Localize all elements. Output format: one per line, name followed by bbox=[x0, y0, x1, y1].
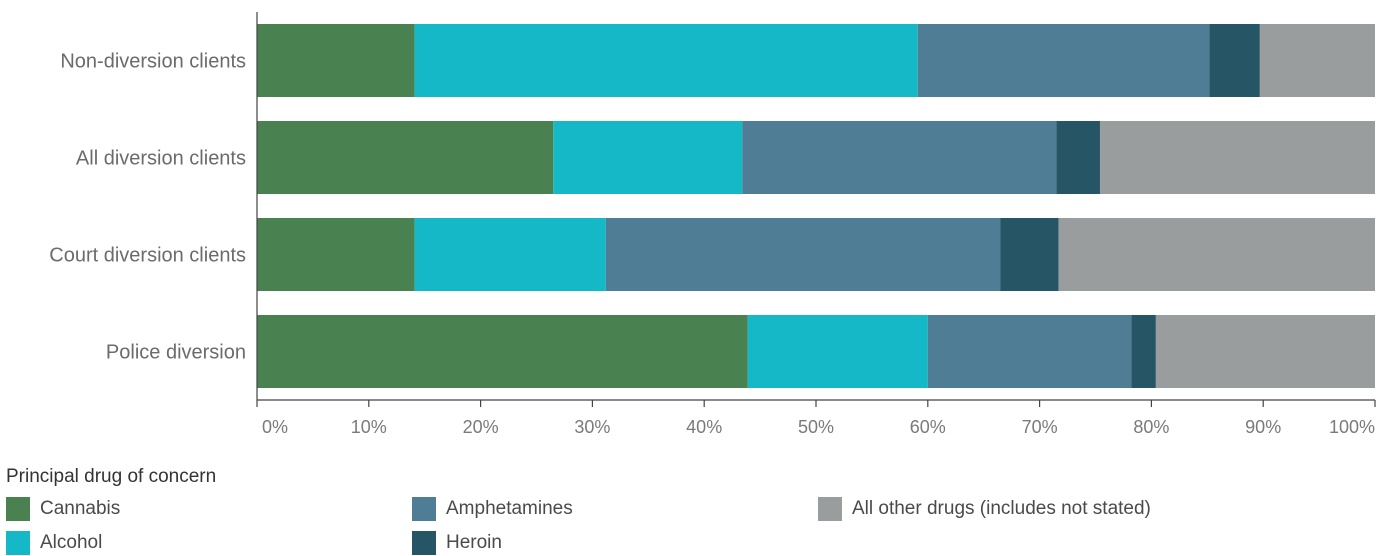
bar-amphetamines-all-diversion-clients bbox=[742, 121, 1057, 194]
bar-amphetamines-police-diversion bbox=[927, 315, 1132, 388]
x-tick-label-20: 20% bbox=[463, 417, 499, 437]
category-label-all-diversion-clients: All diversion clients bbox=[76, 148, 246, 170]
bar-cannabis-court-diversion-clients bbox=[257, 218, 415, 291]
category-label-non-diversion-clients: Non-diversion clients bbox=[60, 51, 246, 73]
bar-alcohol-court-diversion-clients bbox=[414, 218, 606, 291]
x-tick-label-0: 0% bbox=[262, 417, 288, 437]
bar-all-other-drugs-includes-not-stated-police-diversion bbox=[1155, 315, 1375, 388]
x-tick-label-50: 50% bbox=[798, 417, 834, 437]
bar-alcohol-police-diversion bbox=[747, 315, 928, 388]
legend-label-amphetamines: Amphetamines bbox=[446, 498, 573, 519]
category-label-court-diversion-clients: Court diversion clients bbox=[49, 245, 246, 267]
x-tick-label-80: 80% bbox=[1133, 417, 1169, 437]
bar-heroin-court-diversion-clients bbox=[1000, 218, 1059, 291]
bar-heroin-all-diversion-clients bbox=[1056, 121, 1100, 194]
legend-swatch-amphetamines bbox=[412, 497, 436, 521]
legend-item-amphetamines: Amphetamines bbox=[412, 496, 573, 522]
x-tick-label-10: 10% bbox=[351, 417, 387, 437]
legend-item-heroin: Heroin bbox=[412, 530, 502, 556]
bar-alcohol-non-diversion-clients bbox=[414, 24, 918, 97]
x-tick-label-100: 100% bbox=[1329, 417, 1375, 437]
legend-label-alcohol: Alcohol bbox=[40, 532, 103, 553]
legend-item-cannabis: Cannabis bbox=[6, 496, 120, 522]
legend-swatch-alcohol bbox=[6, 531, 30, 555]
x-tick-label-70: 70% bbox=[1022, 417, 1058, 437]
x-tick-label-30: 30% bbox=[574, 417, 610, 437]
bar-amphetamines-court-diversion-clients bbox=[605, 218, 1001, 291]
category-label-police-diversion: Police diversion bbox=[106, 342, 246, 364]
stacked-bar-chart: Non-diversion clients All diversion clien… bbox=[49, 12, 1376, 437]
bar-all-other-drugs-includes-not-stated-court-diversion-clients bbox=[1058, 218, 1375, 291]
legend-label-cannabis: Cannabis bbox=[40, 498, 121, 519]
legend-swatch-heroin bbox=[412, 531, 436, 555]
bar-amphetamines-non-diversion-clients bbox=[917, 24, 1210, 97]
bar-heroin-police-diversion bbox=[1131, 315, 1156, 388]
legend-swatch-other-drugs bbox=[818, 497, 842, 521]
bar-heroin-non-diversion-clients bbox=[1209, 24, 1260, 97]
bar-all-other-drugs-includes-not-stated-non-diversion-clients bbox=[1259, 24, 1375, 97]
legend-label-heroin: Heroin bbox=[446, 532, 502, 553]
legend: Principal drug of concern Cannabis Alcoh… bbox=[6, 466, 1376, 556]
legend-item-other-drugs: All other drugs (includes not stated) bbox=[818, 496, 1151, 522]
x-tick-label-60: 60% bbox=[910, 417, 946, 437]
legend-swatch-cannabis bbox=[6, 497, 30, 521]
bar-cannabis-police-diversion bbox=[257, 315, 748, 388]
x-tick-label-40: 40% bbox=[686, 417, 722, 437]
bar-alcohol-all-diversion-clients bbox=[553, 121, 743, 194]
legend-title: Principal drug of concern bbox=[6, 466, 217, 487]
x-tick-label-90: 90% bbox=[1245, 417, 1281, 437]
legend-label-other-drugs: All other drugs (includes not stated) bbox=[852, 498, 1151, 519]
bar-all-other-drugs-includes-not-stated-all-diversion-clients bbox=[1099, 121, 1375, 194]
bar-cannabis-non-diversion-clients bbox=[257, 24, 415, 97]
legend-item-alcohol: Alcohol bbox=[6, 530, 102, 556]
bar-cannabis-all-diversion-clients bbox=[257, 121, 554, 194]
